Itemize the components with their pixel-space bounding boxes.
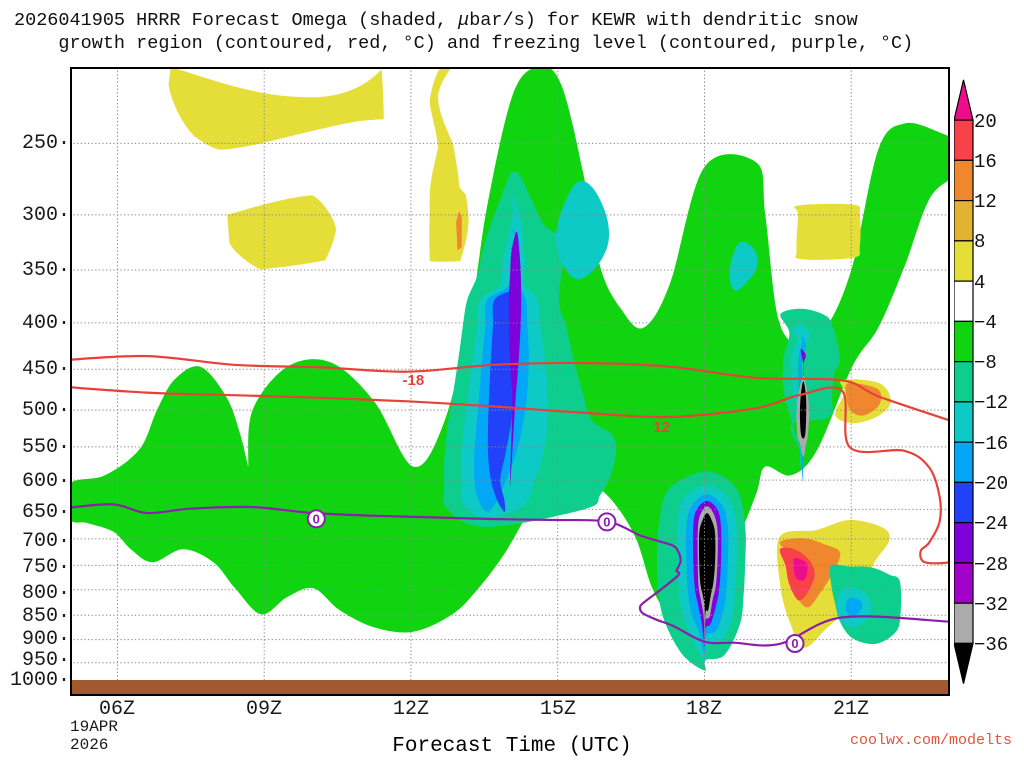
svg-text:0: 0 — [313, 511, 320, 526]
svg-text:-18: -18 — [403, 372, 425, 389]
svg-text:12: 12 — [653, 419, 670, 436]
svg-text:0: 0 — [791, 636, 798, 651]
svg-text:0: 0 — [603, 514, 610, 529]
